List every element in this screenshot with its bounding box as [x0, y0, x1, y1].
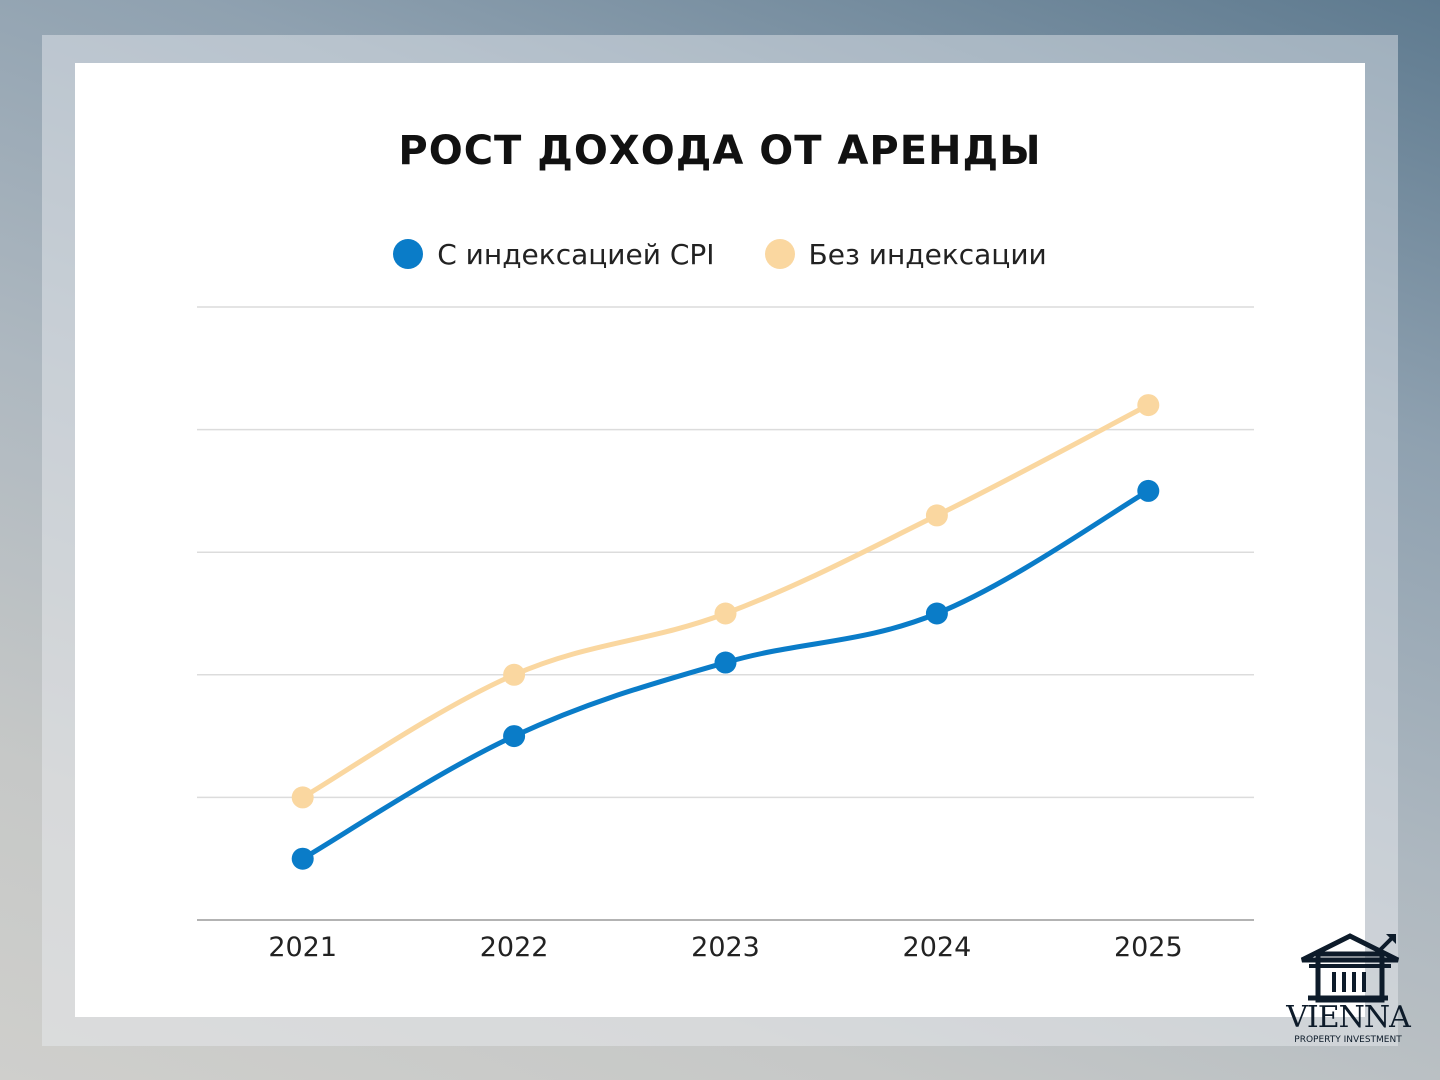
x-tick-label: 2025 — [1114, 932, 1183, 963]
x-tick-label: 2023 — [691, 932, 760, 963]
legend-item-no-index: Без индексации — [764, 237, 1047, 271]
data-point-no-index — [291, 786, 314, 809]
legend-item-cpi: С индексацией CPI — [393, 237, 715, 271]
x-tick-label: 2021 — [268, 932, 337, 963]
x-axis: 2021 2022 2023 2024 2025 — [197, 919, 1254, 963]
gridlines — [197, 306, 1254, 799]
data-point-cpi — [925, 602, 948, 625]
x-tick-label: 2024 — [903, 932, 972, 963]
data-point-cpi — [714, 651, 737, 674]
legend: С индексацией CPI Без индексации — [0, 232, 1440, 276]
data-point-no-index — [1137, 394, 1160, 417]
legend-marker-no-index — [764, 239, 795, 269]
data-point-cpi — [1137, 479, 1160, 502]
data-point-no-index — [503, 663, 526, 686]
series-line-no-index — [300, 402, 1151, 800]
data-point-no-index — [925, 504, 948, 527]
chart-card — [75, 63, 1365, 1017]
chart-title: РОСТ ДОХОДА ОТ АРЕНДЫ — [398, 128, 1042, 174]
legend-marker-cpi — [393, 239, 424, 269]
data-point-no-index — [714, 602, 737, 625]
data-point-cpi — [503, 725, 526, 748]
vienna-logo-icon — [1300, 933, 1400, 1003]
data-point-cpi — [291, 847, 314, 870]
series-layer — [291, 394, 1160, 870]
brand-name: VIENNA — [1286, 1000, 1411, 1035]
x-tick-label: 2022 — [480, 932, 549, 963]
legend-label-cpi: С индексацией CPI — [437, 237, 715, 271]
legend-label-no-index: Без индексации — [808, 237, 1047, 271]
brand-tagline: PROPERTY INVESTMENT — [1294, 1035, 1402, 1045]
